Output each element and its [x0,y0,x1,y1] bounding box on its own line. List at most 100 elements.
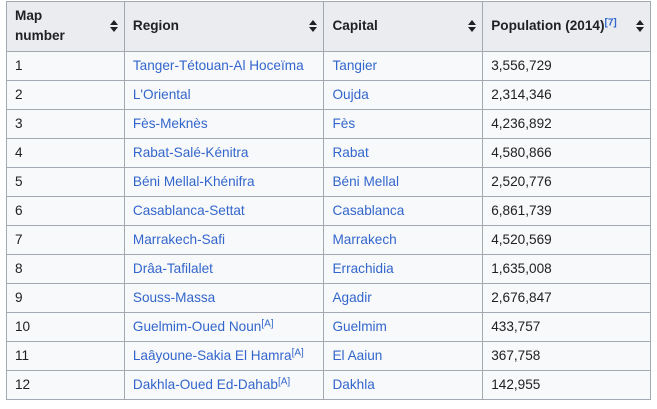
column-header-capital[interactable]: Capital [323,1,484,52]
region-link[interactable]: Guelmim-Oued Noun [132,319,262,335]
note-link[interactable]: [A] [277,376,291,388]
region-link[interactable]: Casablanca-Settat [132,203,245,219]
note-footnote[interactable]: [A] [278,377,290,388]
population-cell: 367,758 [482,340,651,371]
capital-cell: Marrakech [323,224,484,255]
population-cell: 4,520,569 [482,224,651,255]
region-link[interactable]: Dakhla-Oued Ed-Dahab [132,377,278,393]
capital-link[interactable]: Guelmim [332,319,387,335]
population-cell: 2,314,346 [482,79,651,110]
capital-link[interactable]: Fès [332,116,356,132]
capital-cell: Errachidia [323,253,484,284]
population-cell: 1,635,008 [482,253,651,284]
region-cell: Guelmim-Oued Noun[A] [123,311,325,342]
region-link[interactable]: Béni Mellal-Khénifra [132,174,255,190]
table-row: 6 Casablanca-Settat Casablanca 6,861,739 [6,195,651,226]
capital-link[interactable]: Tangier [332,58,378,74]
table-row: 5 Béni Mellal-Khénifra Béni Mellal 2,520,77… [6,166,651,197]
table-row: 7 Marrakech-Safi Marrakech 4,520,569 [6,224,651,255]
region-link[interactable]: Fès-Meknès [132,116,208,132]
map-number-cell: 11 [6,340,125,371]
table-header-row: Map number Region Capital Population (20… [6,1,651,52]
column-header-label: Population (2014) [491,18,605,34]
map-number-cell: 6 [6,195,125,226]
capital-cell: Guelmim [323,311,484,342]
capital-link[interactable]: Rabat [332,145,369,161]
sort-arrows-icon[interactable] [636,20,644,33]
map-number-cell: 2 [6,79,125,110]
capital-link[interactable]: Marrakech [332,232,397,248]
population-cell: 3,556,729 [482,50,651,81]
map-number-cell: 1 [6,50,125,81]
region-cell: Béni Mellal-Khénifra [123,166,325,197]
region-link[interactable]: Laâyoune-Sakia El Hamra [132,348,292,364]
column-header-label: Capital [332,18,378,34]
table-row: 4 Rabat-Salé-Kénitra Rabat 4,580,866 [6,137,651,168]
table-row: 1 Tanger-Tétouan-Al Hoceïma Tangier 3,556,7… [6,50,651,81]
map-number-cell: 4 [6,137,125,168]
population-cell: 4,236,892 [482,108,651,139]
table-row: 2 L'Oriental Oujda 2,314,346 [6,79,651,110]
table-row: 12 Dakhla-Oued Ed-Dahab[A] Dakhla 142,955 [6,369,651,400]
capital-cell: Agadir [323,282,484,313]
reference-link[interactable]: [7] [604,17,617,29]
map-number-cell: 3 [6,108,125,139]
capital-link[interactable]: Casablanca [332,203,405,219]
population-cell: 4,580,866 [482,137,651,168]
capital-link[interactable]: Oujda [332,87,369,103]
capital-link[interactable]: Béni Mellal [332,174,399,190]
note-footnote[interactable]: [A] [261,319,273,330]
table-body: 1 Tanger-Tétouan-Al Hoceïma Tangier 3,556,7… [6,50,651,400]
column-header-label: Map number [15,8,65,44]
region-cell: Marrakech-Safi [123,224,325,255]
map-number-cell: 10 [6,311,125,342]
sort-arrows-icon[interactable] [309,20,318,33]
table-row: 9 Souss-Massa Agadir 2,676,847 [6,282,651,313]
map-number-cell: 12 [6,369,125,400]
reference-footnote[interactable]: [7] [605,18,617,29]
region-cell: Casablanca-Settat [123,195,325,226]
population-cell: 2,520,776 [482,166,651,197]
table-row: 8 Drâa-Tafilalet Errachidia 1,635,008 [6,253,651,284]
region-link[interactable]: L'Oriental [132,87,191,103]
capital-link[interactable]: El Aaiun [332,348,383,364]
region-link[interactable]: Tanger-Tétouan-Al Hoceïma [132,58,304,74]
capital-link[interactable]: Agadir [332,290,372,306]
region-cell: Laâyoune-Sakia El Hamra[A] [123,340,325,371]
regions-table: Map number Region Capital Population (20… [6,1,651,400]
capital-cell: Béni Mellal [323,166,484,197]
region-link[interactable]: Rabat-Salé-Kénitra [132,145,249,161]
capital-link[interactable]: Dakhla [332,377,375,393]
capital-cell: Rabat [323,137,484,168]
capital-cell: Oujda [323,79,484,110]
map-number-cell: 8 [6,253,125,284]
column-header-region[interactable]: Region [123,1,325,52]
sort-arrows-icon[interactable] [109,20,118,33]
map-number-cell: 7 [6,224,125,255]
note-link[interactable]: [A] [261,318,274,330]
region-cell: Drâa-Tafilalet [123,253,325,284]
column-header-population[interactable]: Population (2014)[7] [482,1,651,52]
sort-arrows-icon[interactable] [468,20,477,33]
population-cell: 2,676,847 [482,282,651,313]
column-header-map-number[interactable]: Map number [6,1,125,52]
table-row: 3 Fès-Meknès Fès 4,236,892 [6,108,651,139]
note-footnote[interactable]: [A] [292,348,304,359]
capital-cell: Fès [323,108,484,139]
population-cell: 433,757 [482,311,651,342]
capital-cell: Casablanca [323,195,484,226]
map-number-cell: 5 [6,166,125,197]
note-link[interactable]: [A] [291,347,304,359]
capital-cell: Dakhla [323,369,484,400]
region-cell: Souss-Massa [123,282,325,313]
table-row: 10 Guelmim-Oued Noun[A] Guelmim 433,757 [6,311,651,342]
region-link[interactable]: Marrakech-Safi [132,232,226,248]
region-cell: Tanger-Tétouan-Al Hoceïma [123,50,325,81]
region-link[interactable]: Drâa-Tafilalet [132,261,213,277]
table-row: 11 Laâyoune-Sakia El Hamra[A] El Aaiun 367,… [6,340,651,371]
region-link[interactable]: Souss-Massa [132,290,216,306]
capital-link[interactable]: Errachidia [332,261,394,277]
region-cell: Rabat-Salé-Kénitra [123,137,325,168]
region-cell: L'Oriental [123,79,325,110]
population-cell: 6,861,739 [482,195,651,226]
